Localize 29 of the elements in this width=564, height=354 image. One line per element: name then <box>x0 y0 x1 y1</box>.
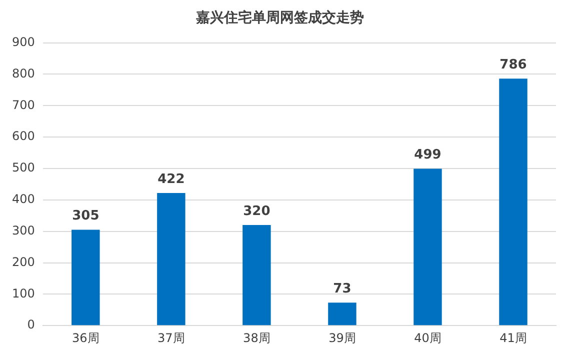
data-label: 73 <box>333 282 352 297</box>
bar <box>328 302 356 326</box>
bar <box>242 225 271 326</box>
y-tick-label: 900 <box>12 34 35 49</box>
bar <box>414 168 442 326</box>
y-tick-label: 0 <box>27 318 35 332</box>
y-tick-label: 400 <box>12 192 35 206</box>
bar <box>499 78 528 326</box>
x-tick-label: 39周 <box>328 330 356 345</box>
data-label: 499 <box>414 148 442 163</box>
x-tick-label: 37周 <box>158 330 185 345</box>
x-tick-label: 38周 <box>243 330 270 345</box>
y-tick-label: 800 <box>12 66 35 80</box>
data-label: 320 <box>243 204 270 219</box>
y-tick-label: 600 <box>12 129 35 144</box>
data-label: 305 <box>72 208 100 224</box>
y-tick-label: 300 <box>12 223 35 238</box>
y-tick-label: 100 <box>12 286 35 300</box>
chart-title: 嘉兴住宅单周网签成交走势 <box>196 9 364 26</box>
data-label: 422 <box>158 172 185 187</box>
bar <box>72 230 100 326</box>
bar <box>157 193 186 326</box>
y-tick-label: 700 <box>12 98 35 112</box>
y-tick-label: 500 <box>12 160 35 175</box>
x-tick-label: 41周 <box>500 330 527 345</box>
x-tick-label: 40周 <box>414 330 442 345</box>
x-tick-label: 36周 <box>72 330 100 345</box>
y-tick-label: 200 <box>12 254 35 269</box>
data-label: 786 <box>500 57 527 72</box>
